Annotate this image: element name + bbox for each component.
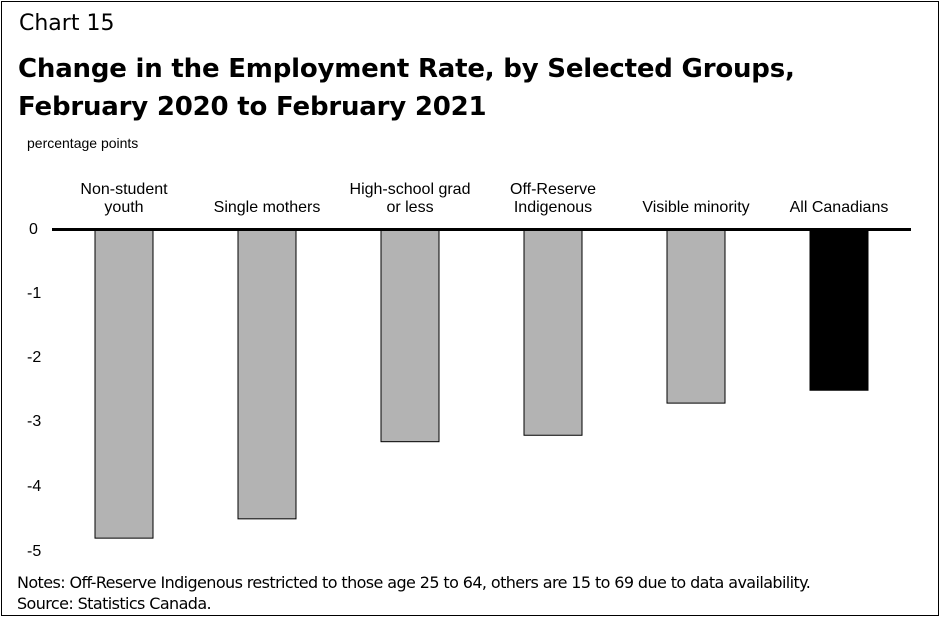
bar — [809, 229, 869, 391]
bar — [380, 229, 440, 443]
source-text: Source: Statistics Canada. — [17, 594, 212, 613]
category-label: Single mothers — [213, 199, 321, 216]
y-tick-label: 0 — [29, 220, 38, 238]
chart-number: Chart 15 — [19, 11, 115, 36]
chart-title-line-1: Change in the Employment Rate, by Select… — [18, 54, 795, 84]
y-tick-label: -2 — [27, 349, 42, 367]
chart-title-line-2: February 2020 to February 2021 — [18, 92, 487, 122]
y-tick-label: -4 — [27, 477, 42, 495]
bar — [666, 229, 726, 404]
bar — [523, 229, 583, 436]
y-axis-units-label: percentage points — [27, 135, 139, 151]
y-tick-label: -5 — [27, 543, 42, 560]
category-label: Non-student youth — [80, 181, 168, 216]
category-label: High-school grad or less — [349, 181, 471, 216]
category-label: Visible minority — [642, 199, 750, 216]
bar — [94, 229, 154, 539]
y-tick-label: -3 — [27, 413, 42, 431]
y-tick-label: -1 — [27, 284, 42, 302]
bar — [237, 229, 297, 520]
notes-text: Notes: Off-Reserve Indigenous restricted… — [17, 573, 811, 592]
category-label: Off-Reserve Indigenous — [510, 181, 596, 216]
category-label: All Canadians — [789, 199, 889, 216]
